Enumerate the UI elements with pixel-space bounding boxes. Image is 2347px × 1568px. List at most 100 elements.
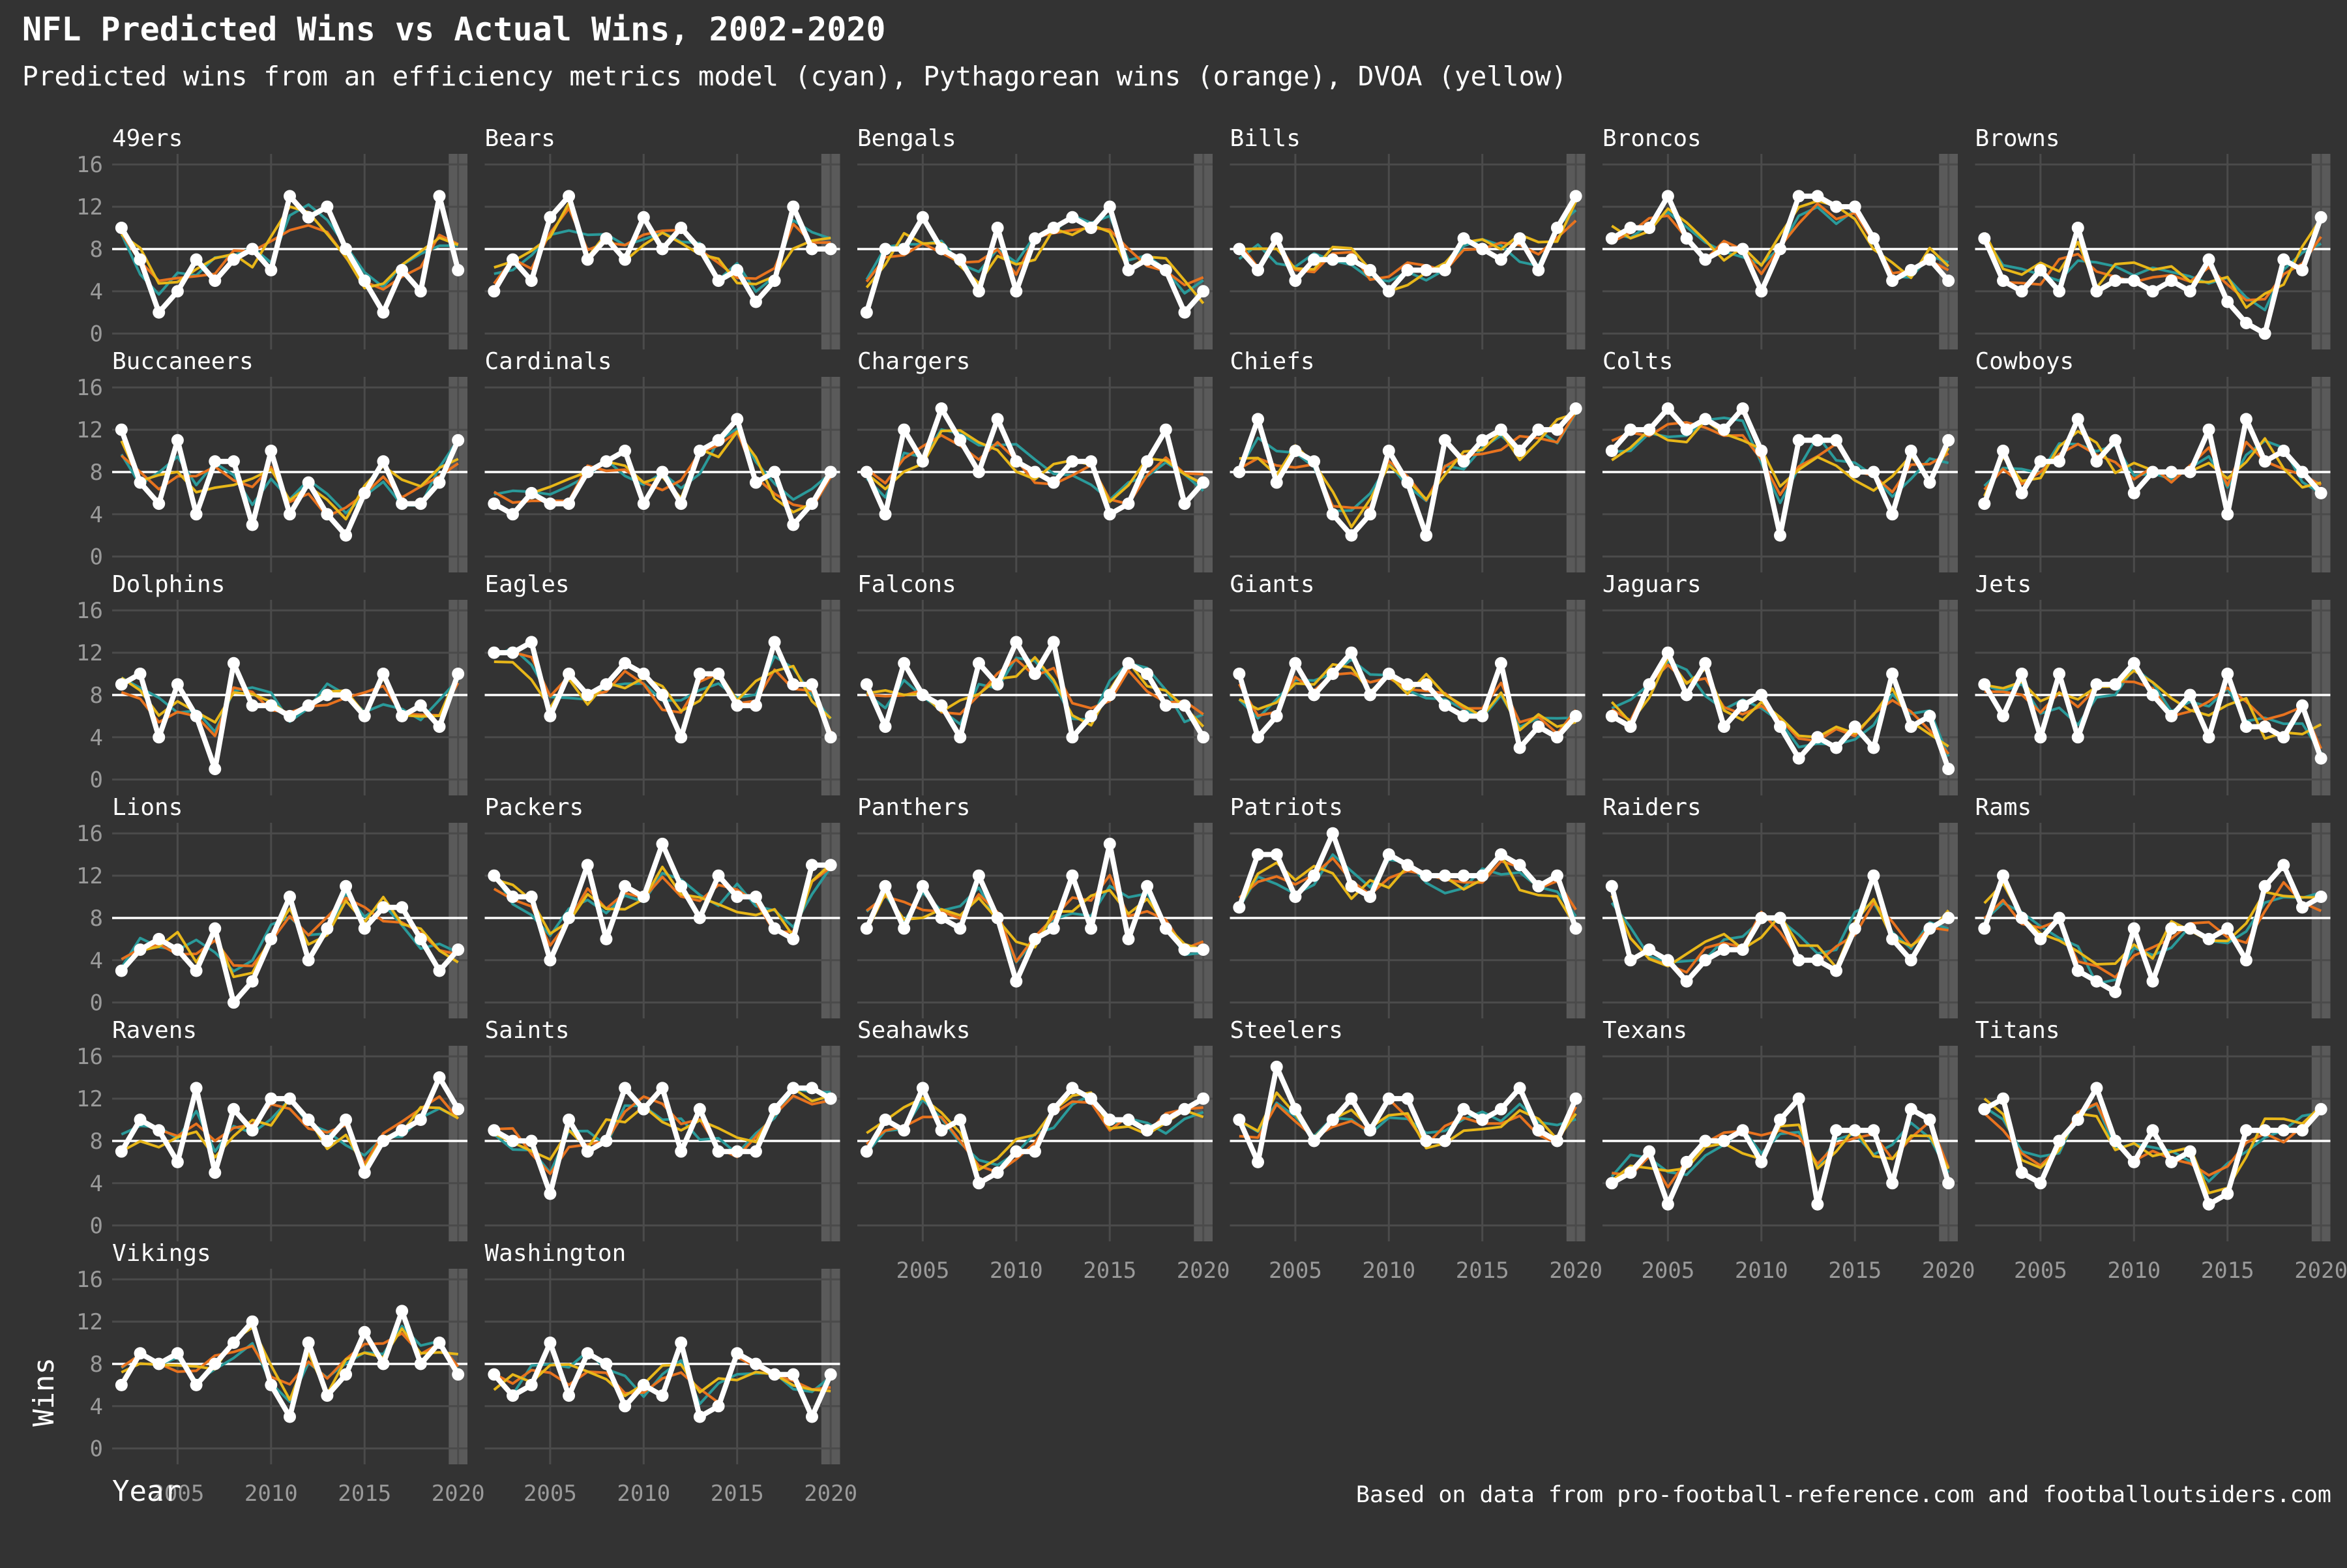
actual-wins-point [284, 508, 296, 520]
actual-wins-point [600, 1357, 612, 1370]
actual-wins-point [115, 222, 128, 234]
actual-wins-point [992, 413, 1004, 425]
chart-title: NFL Predicted Wins vs Actual Wins, 2002-… [22, 10, 886, 48]
facet-panel-panthers: Panthers [857, 794, 1213, 1018]
actual-wins-point [1793, 1093, 1805, 1105]
actual-wins-point [1978, 497, 1990, 510]
facet-label: Lions [112, 794, 183, 821]
actual-wins-point [731, 1347, 743, 1359]
actual-wins-point [694, 445, 706, 457]
actual-wins-point [246, 1124, 259, 1136]
actual-wins-point [769, 1103, 781, 1116]
pythagorean-series-line [1612, 665, 1948, 754]
actual-wins-point [544, 1188, 556, 1200]
actual-wins-point [1867, 232, 1880, 244]
actual-wins-point [1197, 477, 1209, 489]
actual-wins-point [190, 1379, 203, 1391]
y-tick-label: 8 [90, 1352, 103, 1378]
actual-wins-point [2315, 1103, 2327, 1116]
actual-wins-point [1439, 700, 1451, 712]
actual-wins-point [2203, 933, 2215, 945]
actual-wins-point [600, 1134, 612, 1147]
actual-wins-point [2053, 455, 2065, 467]
actual-wins-point [2315, 752, 2327, 765]
actual-wins-point [1122, 933, 1134, 945]
actual-wins-point [2147, 975, 2159, 988]
actual-wins-point [415, 700, 427, 712]
actual-wins-point [1233, 1114, 1245, 1126]
actual-wins-point [954, 1114, 966, 1126]
actual-wins-point [321, 688, 333, 701]
actual-wins-point [1867, 870, 1880, 882]
facet-label: 49ers [112, 125, 183, 152]
actual-wins-point [675, 1337, 687, 1349]
actual-wins-point [228, 1103, 240, 1116]
actual-wins-point [433, 477, 445, 489]
efficiency-series-line [866, 430, 1203, 500]
actual-wins-point [806, 678, 818, 690]
actual-wins-point [973, 285, 985, 297]
actual-wins-point [1625, 424, 1637, 436]
actual-wins-point [731, 413, 743, 425]
actual-wins-point [433, 1071, 445, 1084]
actual-wins-point [619, 1400, 631, 1412]
actual-wins-point [507, 508, 519, 520]
facet-label: Ravens [112, 1017, 197, 1044]
x-axis-title: Year [112, 1475, 181, 1508]
actual-wins-point [2165, 923, 2177, 935]
actual-wins-point [1104, 838, 1116, 850]
actual-wins-point [134, 943, 147, 956]
actual-wins-point [1495, 1103, 1507, 1116]
actual-wins-point [1233, 243, 1245, 255]
actual-wins-line [1239, 196, 1576, 291]
facet-label: Vikings [112, 1240, 211, 1267]
actual-wins-point [2053, 285, 2065, 297]
actual-wins-point [1532, 880, 1544, 893]
actual-wins-point [973, 870, 985, 882]
actual-wins-line [1985, 217, 2321, 333]
actual-wins-point [488, 870, 500, 882]
actual-wins-point [359, 710, 371, 722]
actual-wins-point [713, 434, 725, 447]
actual-wins-point [246, 975, 259, 988]
actual-wins-point [1532, 720, 1544, 733]
actual-wins-point [917, 1082, 929, 1094]
facet-panel-patriots: Patriots [1230, 794, 1586, 1018]
actual-wins-point [303, 211, 315, 224]
actual-wins-point [713, 668, 725, 680]
actual-wins-point [246, 243, 259, 255]
actual-wins-point [1010, 975, 1022, 988]
actual-wins-point [769, 466, 781, 478]
actual-wins-point [638, 497, 650, 510]
actual-wins-point [2221, 508, 2234, 520]
actual-wins-point [1886, 508, 1898, 520]
x-tick-label: 2015 [1456, 1258, 1509, 1284]
actual-wins-point [2090, 1082, 2103, 1094]
actual-wins-point [787, 201, 799, 213]
actual-wins-point [1364, 891, 1376, 903]
actual-wins-point [1160, 700, 1172, 712]
pythagorean-series-line [866, 1102, 1203, 1172]
actual-wins-point [153, 731, 165, 743]
actual-wins-point [1048, 923, 1060, 935]
facet-label: Dolphins [112, 571, 225, 598]
actual-wins-point [433, 965, 445, 977]
actual-wins-point [1755, 445, 1767, 457]
actual-wins-point [787, 1368, 799, 1381]
actual-wins-point [488, 1124, 500, 1136]
actual-wins-point [134, 668, 147, 680]
actual-wins-point [153, 1124, 165, 1136]
actual-wins-point [2109, 986, 2121, 998]
actual-wins-point [1458, 232, 1470, 244]
actual-wins-point [525, 891, 538, 903]
dvoa-series-line [1612, 658, 1948, 747]
actual-wins-point [1978, 678, 1990, 690]
actual-wins-point [1160, 1114, 1172, 1126]
x-tick-label: 2010 [2107, 1258, 2161, 1284]
actual-wins-point [1532, 1124, 1544, 1136]
actual-wins-point [1718, 243, 1730, 255]
actual-wins-point [2240, 413, 2252, 425]
actual-wins-point [917, 211, 929, 224]
actual-wins-point [1886, 668, 1898, 680]
actual-wins-point [1699, 657, 1711, 670]
